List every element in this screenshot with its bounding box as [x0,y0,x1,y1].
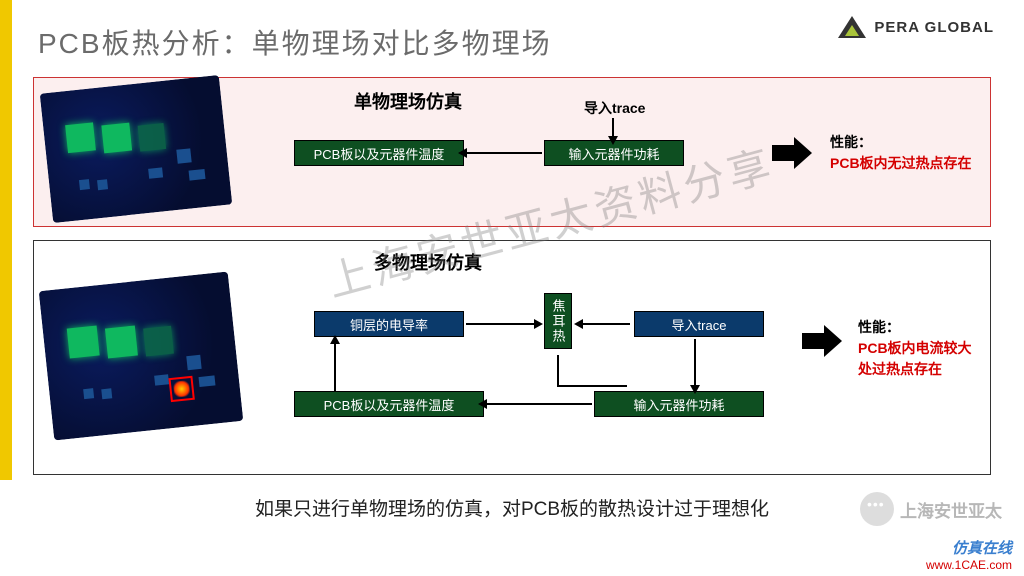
panel1-title: 单物理场仿真 [354,88,462,114]
box-import-trace: 导入trace [634,311,764,337]
footer-brand: 上海安世亚太 [860,492,1002,526]
arrow-head [608,136,618,145]
wechat-icon [860,492,894,526]
arrow [466,323,536,325]
arrow [557,355,559,385]
arrow-power-to-temp [466,152,542,154]
arrow-head [478,399,487,409]
result-title: 性能： [858,319,900,335]
label-import-trace: 导入trace [584,98,645,118]
corner-url: www.1CAE.com [926,558,1012,572]
arrow [557,385,627,387]
arrow-head [574,319,583,329]
panel-single-physics: 单物理场仿真 PCB板以及元器件温度 输入元器件功耗 导入trace 性能： P… [33,77,991,227]
footer-brand-text: 上海安世亚太 [900,497,1002,522]
box-joule-heat: 焦耳热 [544,293,572,349]
result-text: PCB板内无过热点存在 [830,155,972,171]
arrow [334,341,336,391]
panel2-title: 多物理场仿真 [374,249,482,275]
arrow [580,323,630,325]
box-copper-conductivity: 铜层的电导率 [314,311,464,337]
arrow [694,339,696,387]
arrow-head [458,148,467,158]
box-pcb-temperature-2: PCB板以及元器件温度 [294,391,484,417]
result-line2: 处过热点存在 [858,361,942,377]
box-component-power-2: 输入元器件功耗 [594,391,764,417]
logo-icon [838,16,866,38]
pcb-thermal-image-1 [40,75,233,223]
panel2-result: 性能： PCB板内电流较大 处过热点存在 [858,317,972,380]
logo: PERA GLOBAL [838,16,994,38]
arrow-head [690,385,700,394]
logo-text: PERA GLOBAL [874,19,994,36]
panel1-result: 性能： PCB板内无过热点存在 [830,132,972,174]
box-pcb-temperature: PCB板以及元器件温度 [294,140,464,166]
arrow-head [330,335,340,344]
panel-multi-physics: 多物理场仿真 铜层的电导率 焦耳热 导入trace PCB板以及元器件温度 输入… [33,240,991,475]
result-line1: PCB板内电流较大 [858,340,972,356]
corner-cn: 仿真在线 [926,537,1012,558]
corner-brand: 仿真在线 www.1CAE.com [926,537,1012,572]
pcb-thermal-image-2 [39,271,244,440]
arrow-head [534,319,543,329]
accent-sidebar [0,0,12,480]
page-title: PCB板热分析：单物理场对比多物理场 [38,22,552,62]
result-title: 性能： [830,134,872,150]
arrow [486,403,592,405]
